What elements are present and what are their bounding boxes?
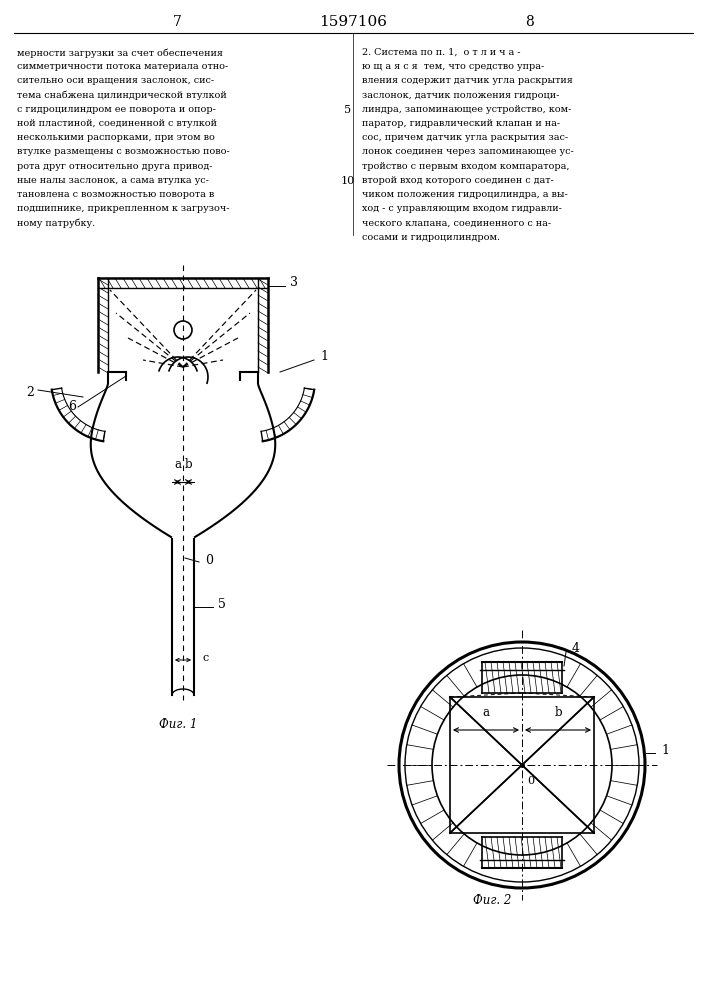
Text: c: c: [203, 653, 209, 663]
Text: 6: 6: [68, 400, 76, 414]
Text: несколькими распорками, при этом во: несколькими распорками, при этом во: [17, 133, 215, 142]
Text: b: b: [185, 458, 192, 471]
Text: 10: 10: [341, 176, 355, 186]
Text: рота друг относительно друга привод-: рота друг относительно друга привод-: [17, 162, 213, 171]
Text: 1: 1: [320, 351, 328, 363]
Text: b: b: [554, 706, 562, 719]
Text: вления содержит датчик угла раскрытия: вления содержит датчик угла раскрытия: [362, 76, 573, 85]
Text: втулке размещены с возможностью пово-: втулке размещены с возможностью пово-: [17, 147, 230, 156]
Text: 4: 4: [572, 642, 580, 654]
Text: мерности загрузки за счет обеспечения: мерности загрузки за счет обеспечения: [17, 48, 223, 57]
Text: паратор, гидравлический клапан и на-: паратор, гидравлический клапан и на-: [362, 119, 560, 128]
Text: тройство с первым входом компаратора,: тройство с первым входом компаратора,: [362, 162, 570, 171]
Text: 1597106: 1597106: [319, 15, 387, 29]
Text: линдра, запоминающее устройство, ком-: линдра, запоминающее устройство, ком-: [362, 105, 571, 114]
Text: 7: 7: [173, 15, 182, 29]
Text: a: a: [482, 706, 489, 719]
Text: чиком положения гидроцилиндра, а вы-: чиком положения гидроцилиндра, а вы-: [362, 190, 568, 199]
Text: 0: 0: [527, 776, 534, 786]
Text: заслонок, датчик положения гидроци-: заслонок, датчик положения гидроци-: [362, 91, 559, 100]
Text: ход - с управляющим входом гидравли-: ход - с управляющим входом гидравли-: [362, 204, 562, 213]
Text: 5: 5: [218, 598, 226, 611]
Text: Фиг. 2: Фиг. 2: [473, 894, 511, 906]
Text: a: a: [174, 458, 181, 471]
Text: лонок соединен через запоминающее ус-: лонок соединен через запоминающее ус-: [362, 147, 574, 156]
Text: 0: 0: [205, 554, 213, 566]
Text: сительно оси вращения заслонок, сис-: сительно оси вращения заслонок, сис-: [17, 76, 214, 85]
Text: второй вход которого соединен с дат-: второй вход которого соединен с дат-: [362, 176, 554, 185]
Text: ю щ а я с я  тем, что средство упра-: ю щ а я с я тем, что средство упра-: [362, 62, 544, 71]
Text: 5: 5: [344, 105, 351, 115]
Text: симметричности потока материала отно-: симметричности потока материала отно-: [17, 62, 228, 71]
Text: подшипнике, прикрепленном к загрузоч-: подшипнике, прикрепленном к загрузоч-: [17, 204, 230, 213]
Text: 8: 8: [525, 15, 534, 29]
Text: 2. Система по п. 1,  о т л и ч а -: 2. Система по п. 1, о т л и ч а -: [362, 48, 520, 57]
Text: 1: 1: [661, 744, 669, 756]
Text: 2: 2: [26, 385, 34, 398]
Text: ческого клапана, соединенного с на-: ческого клапана, соединенного с на-: [362, 218, 551, 227]
Text: с гидроцилиндром ее поворота и опор-: с гидроцилиндром ее поворота и опор-: [17, 105, 216, 114]
Text: ному патрубку.: ному патрубку.: [17, 218, 95, 228]
Text: 3: 3: [290, 276, 298, 290]
Text: сосами и гидроцилиндром.: сосами и гидроцилиндром.: [362, 233, 500, 242]
Text: ной пластиной, соединенной с втулкой: ной пластиной, соединенной с втулкой: [17, 119, 217, 128]
Text: тема снабжена цилиндрической втулкой: тема снабжена цилиндрической втулкой: [17, 91, 227, 100]
Text: сос, причем датчик угла раскрытия зас-: сос, причем датчик угла раскрытия зас-: [362, 133, 568, 142]
Text: тановлена с возможностью поворота в: тановлена с возможностью поворота в: [17, 190, 214, 199]
Text: ные налы заслонок, а сама втулка ус-: ные налы заслонок, а сама втулка ус-: [17, 176, 209, 185]
Text: Фиг. 1: Фиг. 1: [159, 718, 197, 732]
